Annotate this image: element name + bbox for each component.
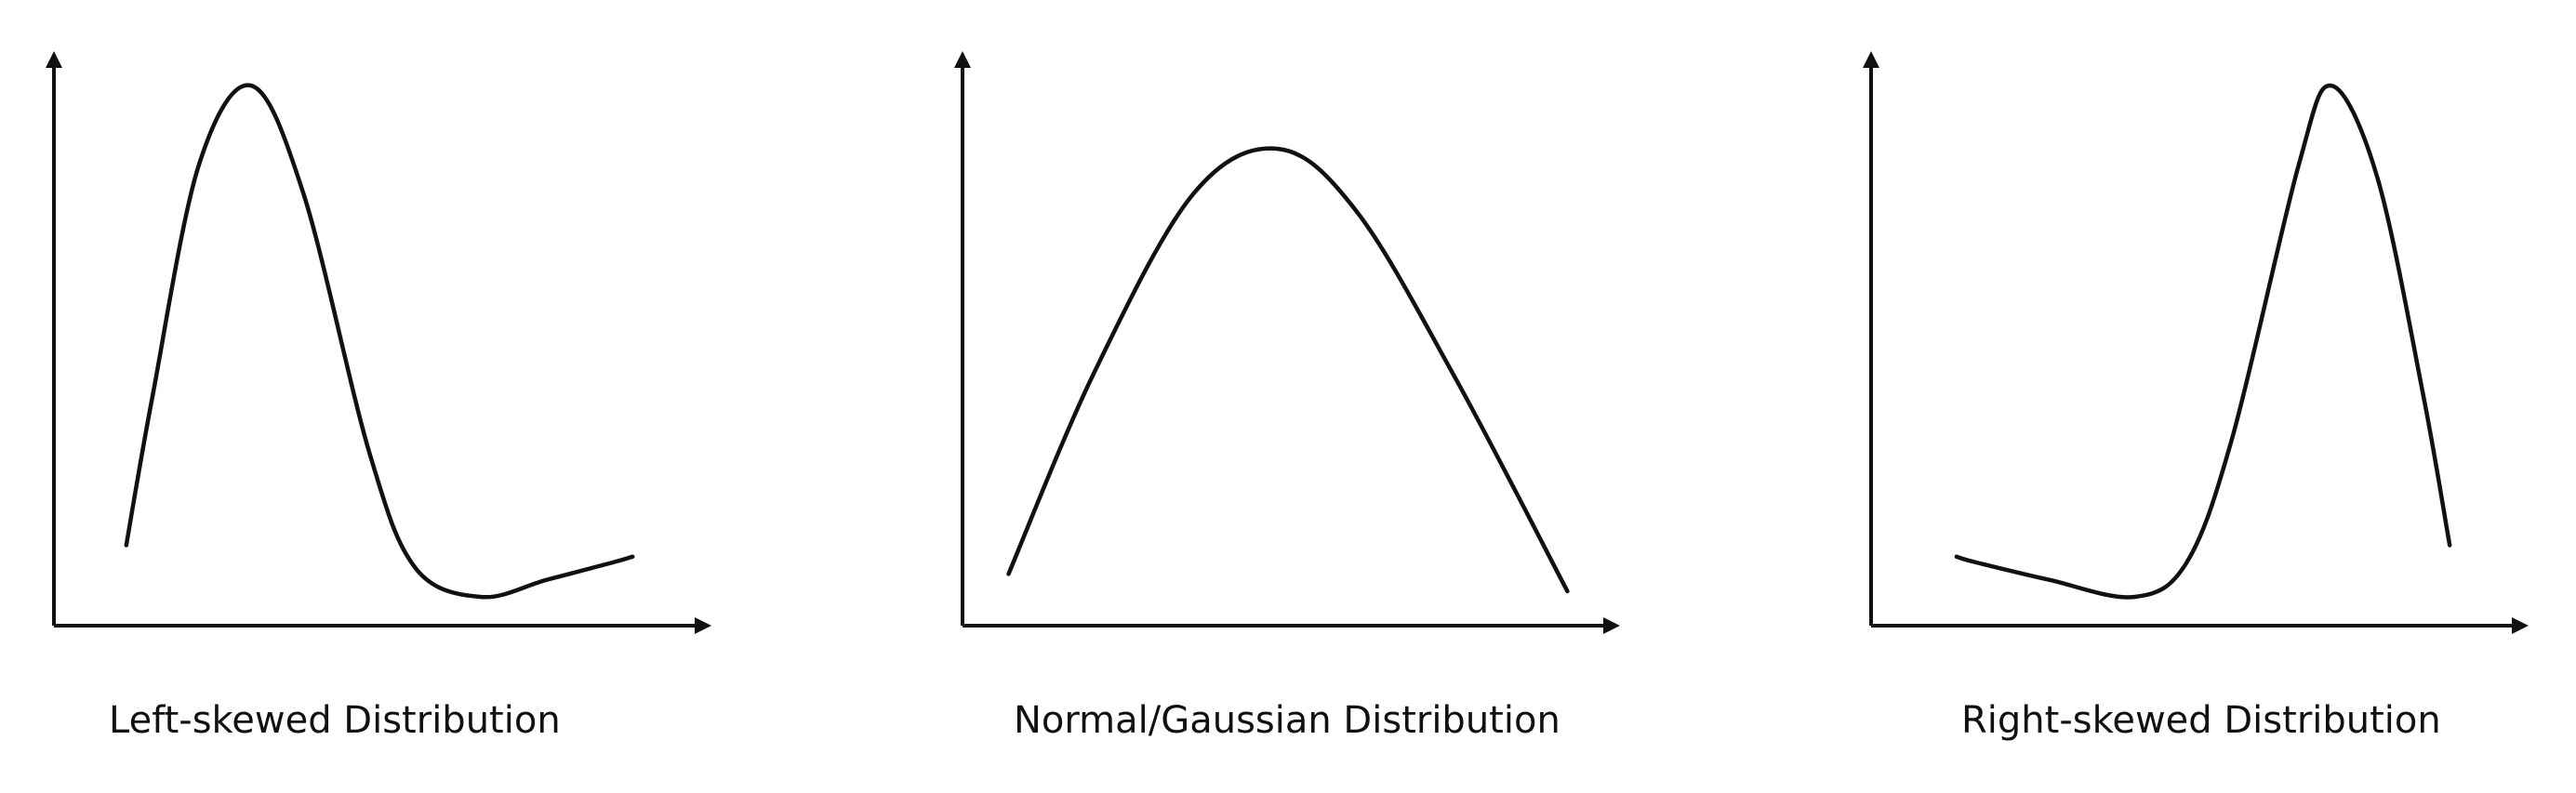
distribution-curve <box>124 83 635 600</box>
right-skewed-panel: Right-skewed Distribution <box>1817 0 2576 793</box>
normal-caption: Normal/Gaussian Distribution <box>1014 699 1560 742</box>
y-axis-arrowhead <box>954 51 971 68</box>
distribution-curve <box>1954 83 2452 600</box>
normal-diagram <box>954 51 1620 634</box>
right-skewed-caption: Right-skewed Distribution <box>1961 699 2441 742</box>
normal-panel: Normal/Gaussian Distribution <box>909 0 1746 793</box>
distribution-curve <box>1006 146 1570 594</box>
x-axis-arrowhead <box>2512 617 2529 634</box>
y-axis-arrowhead <box>46 51 62 68</box>
left-skewed-panel: Left-skewed Distribution <box>0 0 837 793</box>
right-skewed-diagram <box>1863 51 2529 634</box>
x-axis-arrowhead <box>695 617 711 634</box>
x-axis-arrowhead <box>1603 617 1620 634</box>
left-skewed-diagram <box>46 51 711 634</box>
left-skewed-caption: Left-skewed Distribution <box>109 699 561 742</box>
y-axis-arrowhead <box>1863 51 1879 68</box>
